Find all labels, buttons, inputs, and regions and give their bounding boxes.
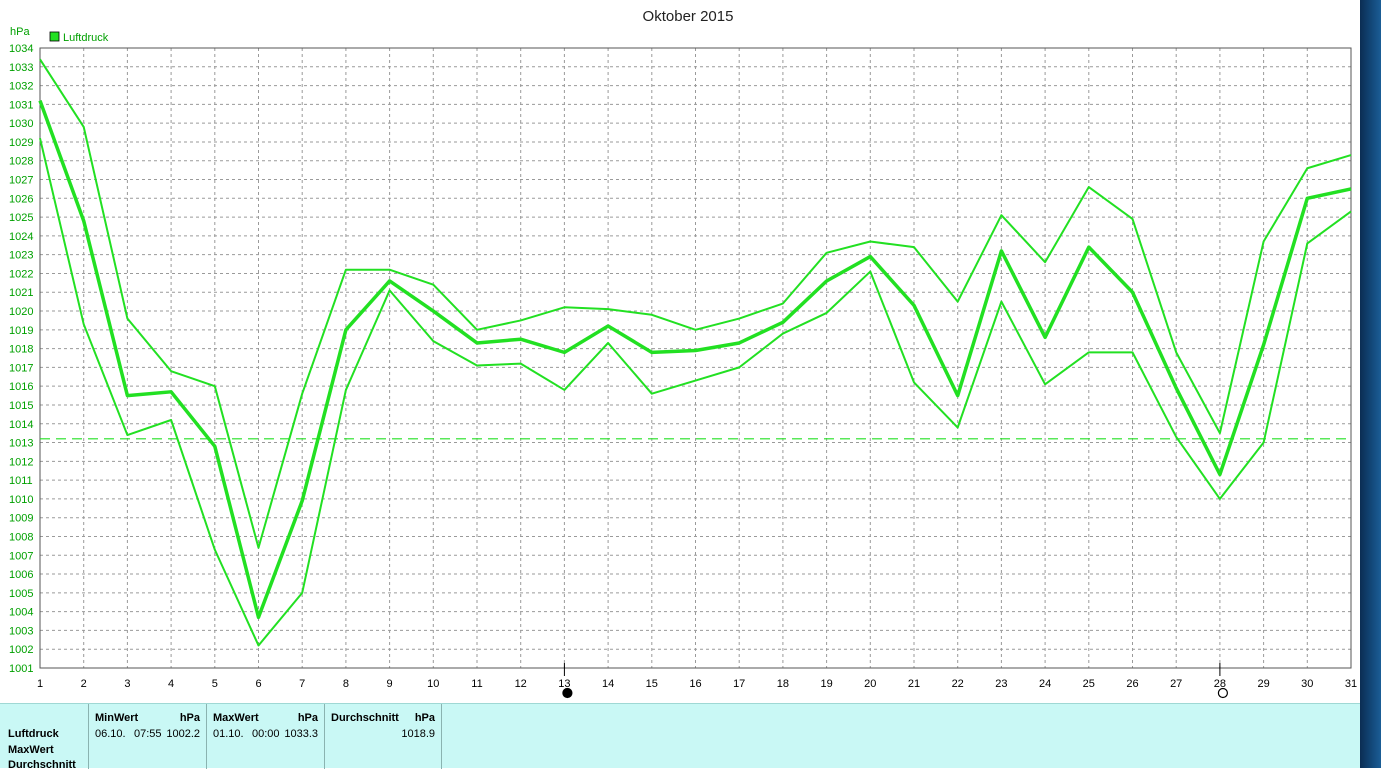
- y-tick-label: 1033: [9, 62, 33, 74]
- y-tick-label: 1021: [9, 287, 33, 299]
- y-tick-label: 1008: [9, 531, 33, 543]
- stats-panel: Luftdruck MaxWert Durchschnitt MinWert h…: [0, 703, 1360, 768]
- y-tick-label: 1015: [9, 400, 33, 412]
- x-tick-label: 20: [864, 678, 876, 690]
- max-header: MaxWert: [213, 712, 259, 724]
- x-tick-label: 29: [1257, 678, 1269, 690]
- y-tick-label: 1005: [9, 588, 33, 600]
- moon-new-icon: [563, 689, 572, 698]
- y-tick-label: 1032: [9, 81, 33, 93]
- avg-value: 1018.9: [401, 728, 435, 740]
- x-tick-label: 27: [1170, 678, 1182, 690]
- y-tick-label: 1026: [9, 193, 33, 205]
- x-tick-label: 22: [952, 678, 964, 690]
- x-tick-label: 14: [602, 678, 614, 690]
- y-tick-label: 1020: [9, 306, 33, 318]
- x-tick-label: 5: [212, 678, 218, 690]
- min-value: 1002.2: [166, 728, 200, 740]
- x-tick-label: 11: [471, 678, 482, 690]
- min-date: 06.10.: [95, 728, 126, 740]
- x-tick-label: 16: [689, 678, 701, 690]
- x-tick-label: 17: [733, 678, 745, 690]
- legend-swatch: [50, 32, 59, 41]
- y-tick-label: 1028: [9, 156, 33, 168]
- max-date: 01.10.: [213, 728, 244, 740]
- stats-max-column: MaxWert hPa 01.10. 00:00 1033.3: [206, 704, 324, 769]
- x-tick-label: 9: [387, 678, 393, 690]
- y-tick-label: 1019: [9, 325, 33, 337]
- y-tick-label: 1016: [9, 381, 33, 393]
- x-tick-label: 25: [1083, 678, 1095, 690]
- stats-min-column: MinWert hPa 06.10. 07:55 1002.2: [88, 704, 206, 769]
- desktop-edge: [1360, 0, 1381, 768]
- y-tick-label: 1030: [9, 118, 33, 130]
- x-tick-label: 21: [908, 678, 920, 690]
- y-tick-label: 1027: [9, 175, 33, 187]
- x-tick-label: 24: [1039, 678, 1051, 690]
- y-tick-label: 1010: [9, 494, 33, 506]
- y-tick-label: 1011: [9, 475, 33, 487]
- max-unit: hPa: [298, 712, 318, 724]
- y-tick-label: 1024: [9, 231, 33, 243]
- y-tick-label: 1018: [9, 344, 33, 356]
- max-value: 1033.3: [284, 728, 318, 740]
- pressure-chart: Oktober 2015 hPa Luftdruck 1001 1002 1003 1…: [0, 0, 1360, 703]
- y-tick-label: 1023: [9, 250, 33, 262]
- series-line-mean: [40, 101, 1351, 618]
- x-tick-label: 30: [1301, 678, 1313, 690]
- x-tick-label: 31: [1345, 678, 1357, 690]
- moon-full-icon: [1218, 689, 1227, 698]
- x-tick-label: 8: [343, 678, 349, 690]
- stats-avg-column: Durchschnitt hPa 1018.9: [324, 704, 442, 769]
- y-tick-label: 1003: [9, 625, 33, 637]
- max-time: 00:00: [252, 728, 280, 740]
- x-tick-label: 18: [777, 678, 789, 690]
- y-tick-label: 1017: [9, 362, 33, 374]
- y-tick-label: 1013: [9, 438, 33, 450]
- row-label-luftdruck: Luftdruck: [8, 728, 59, 740]
- x-tick-label: 3: [124, 678, 130, 690]
- x-tick-label: 12: [515, 678, 527, 690]
- x-tick-label: 23: [995, 678, 1007, 690]
- x-tick-label: 7: [299, 678, 305, 690]
- min-time: 07:55: [134, 728, 162, 740]
- y-tick-label: 1022: [9, 268, 33, 280]
- x-tick-label: 10: [427, 678, 439, 690]
- y-axis-unit: hPa: [10, 26, 30, 38]
- y-tick-label: 1029: [9, 137, 33, 149]
- legend-entry: Luftdruck: [63, 32, 109, 44]
- y-tick-label: 1006: [9, 569, 33, 581]
- min-header: MinWert: [95, 712, 138, 724]
- y-tick-label: 1012: [9, 456, 33, 468]
- y-tick-label: 1001: [9, 663, 33, 675]
- y-tick-label: 1031: [9, 99, 33, 111]
- stats-row-labels: Luftdruck MaxWert Durchschnitt: [0, 704, 88, 769]
- x-tick-label: 19: [820, 678, 832, 690]
- chart-title: Oktober 2015: [643, 8, 734, 25]
- y-tick-label: 1014: [9, 419, 33, 431]
- x-tick-label: 2: [81, 678, 87, 690]
- min-unit: hPa: [180, 712, 200, 724]
- y-tick-label: 1002: [9, 644, 33, 656]
- y-tick-label: 1025: [9, 212, 33, 224]
- y-tick-label: 1034: [9, 43, 33, 55]
- grid: [40, 48, 1351, 668]
- avg-header: Durchschnitt: [331, 712, 399, 724]
- y-tick-label: 1007: [9, 550, 33, 562]
- y-tick-label: 1009: [9, 513, 33, 525]
- avg-unit: hPa: [415, 712, 435, 724]
- x-tick-label: 6: [255, 678, 261, 690]
- x-tick-label: 4: [168, 678, 174, 690]
- x-tick-label: 26: [1126, 678, 1138, 690]
- row-label-durchschnitt: Durchschnitt: [8, 759, 76, 771]
- row-label-maxwert: MaxWert: [8, 744, 54, 756]
- y-tick-label: 1004: [9, 607, 33, 619]
- x-tick-label: 15: [646, 678, 658, 690]
- x-tick-label: 1: [37, 678, 43, 690]
- series-lines: [40, 59, 1351, 645]
